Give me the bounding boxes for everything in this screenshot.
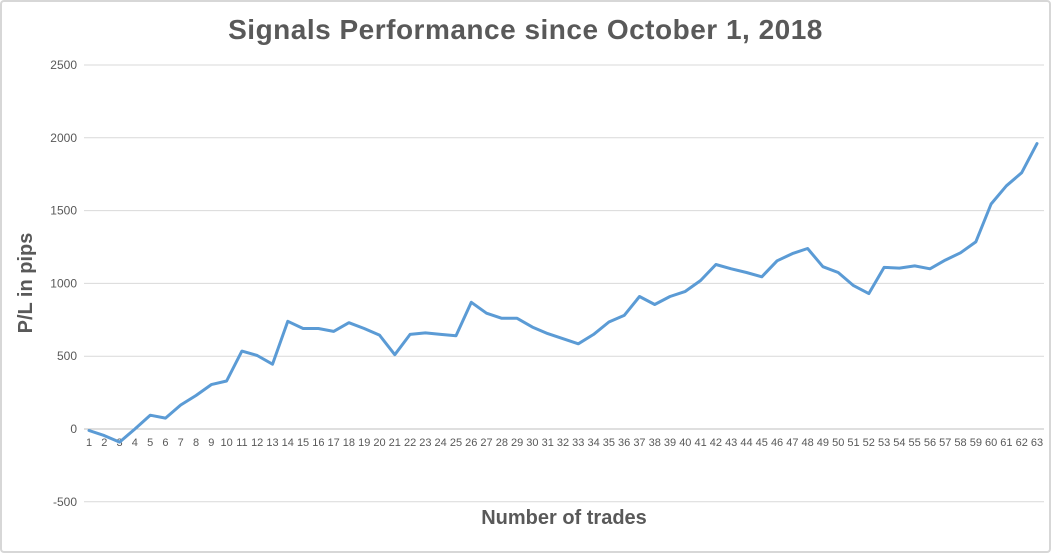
x-axis-tick-label: 18 (343, 437, 355, 449)
x-axis-tick-label: 26 (465, 437, 477, 449)
x-axis-tick-label: 5 (147, 437, 153, 449)
x-axis-tick-label: 34 (587, 437, 599, 449)
y-axis-tick-label: 1500 (50, 204, 77, 218)
x-axis-tick-label: 43 (725, 437, 737, 449)
x-axis-tick-label: 10 (220, 437, 232, 449)
y-axis-tick-label: 2000 (50, 131, 77, 145)
x-axis-tick-label: 40 (679, 437, 691, 449)
x-axis-tick-label: 8 (193, 437, 199, 449)
x-axis-tick-label: 30 (526, 437, 538, 449)
x-axis-tick-label: 2 (101, 437, 107, 449)
x-axis-tick-label: 48 (802, 437, 814, 449)
x-axis-tick-label: 39 (664, 437, 676, 449)
x-axis-tick-label: 33 (572, 437, 584, 449)
chart-title: Signals Performance since October 1, 201… (228, 14, 823, 45)
x-axis-tick-label: 50 (832, 437, 844, 449)
y-axis-tick-label: -500 (53, 495, 77, 509)
x-axis-tick-label: 36 (618, 437, 630, 449)
x-axis-tick-label: 35 (603, 437, 615, 449)
x-axis-tick-label: 41 (694, 437, 706, 449)
x-axis-tick-label: 19 (358, 437, 370, 449)
performance-line (87, 142, 1039, 444)
x-axis-title: Number of trades (481, 507, 647, 529)
x-axis-tick-label: 31 (542, 437, 554, 449)
x-axis-tick-label: 63 (1031, 437, 1043, 449)
x-axis-tick-label: 1 (86, 437, 92, 449)
y-axis-tick-label: 2500 (50, 58, 77, 72)
x-axis-tick-label: 29 (511, 437, 523, 449)
x-axis-tick-label: 38 (649, 437, 661, 449)
x-axis-tick-label: 20 (373, 437, 385, 449)
x-axis-tick-label: 49 (817, 437, 829, 449)
x-axis-tick-label: 4 (132, 437, 138, 449)
x-axis-tick-label: 61 (1000, 437, 1012, 449)
x-axis-tick-label: 11 (236, 437, 247, 449)
x-axis-tick-label: 44 (740, 437, 752, 449)
x-axis-tick-label: 52 (863, 437, 875, 449)
x-axis-tick-label: 42 (710, 437, 722, 449)
x-axis-tick-label: 21 (389, 437, 401, 449)
x-axis-tick-label: 46 (771, 437, 783, 449)
x-axis-tick-label: 54 (893, 437, 905, 449)
x-axis-tick-label: 53 (878, 437, 890, 449)
x-axis-tick-label: 9 (208, 437, 214, 449)
x-axis-tick-label: 17 (328, 437, 340, 449)
x-axis-tick-label: 45 (756, 437, 768, 449)
x-axis-tick-label: 6 (162, 437, 168, 449)
x-axis-tick-label: 58 (954, 437, 966, 449)
x-axis-tick-label: 15 (297, 437, 309, 449)
x-axis-tick-label: 27 (480, 437, 492, 449)
x-axis-tick-label: 59 (970, 437, 982, 449)
y-axis-title: P/L in pips (15, 232, 37, 334)
x-axis-tick-label: 37 (633, 437, 645, 449)
x-axis-tick-label: 47 (786, 437, 798, 449)
x-axis-tick-label: 7 (178, 437, 184, 449)
x-axis-tick-label: 12 (251, 437, 263, 449)
x-axis-tick-label: 28 (496, 437, 508, 449)
y-axis-tick-label: 1000 (50, 276, 77, 290)
x-axis-tick-label: 56 (924, 437, 936, 449)
y-axis-tick-label: 500 (57, 349, 77, 363)
x-axis-tick-label: 51 (847, 437, 859, 449)
x-axis-tick-label: 55 (909, 437, 921, 449)
x-axis-tick-label: 16 (312, 437, 324, 449)
x-axis-tick-label: 23 (419, 437, 431, 449)
x-axis-tick-label: 60 (985, 437, 997, 449)
x-axis-tick-label: 14 (282, 437, 294, 449)
x-axis-tick-label: 32 (557, 437, 569, 449)
x-axis-tick-label: 22 (404, 437, 416, 449)
x-axis-tick-label: 57 (939, 437, 951, 449)
x-axis-tick-label: 62 (1016, 437, 1028, 449)
y-axis-tick-label: 0 (70, 422, 77, 436)
x-axis-tick-label: 13 (266, 437, 278, 449)
x-axis-tick-label: 25 (450, 437, 462, 449)
x-axis-tick-label: 24 (435, 437, 447, 449)
